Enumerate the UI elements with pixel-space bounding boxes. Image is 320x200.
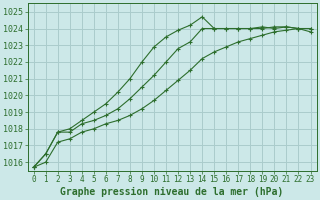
- X-axis label: Graphe pression niveau de la mer (hPa): Graphe pression niveau de la mer (hPa): [60, 186, 284, 197]
